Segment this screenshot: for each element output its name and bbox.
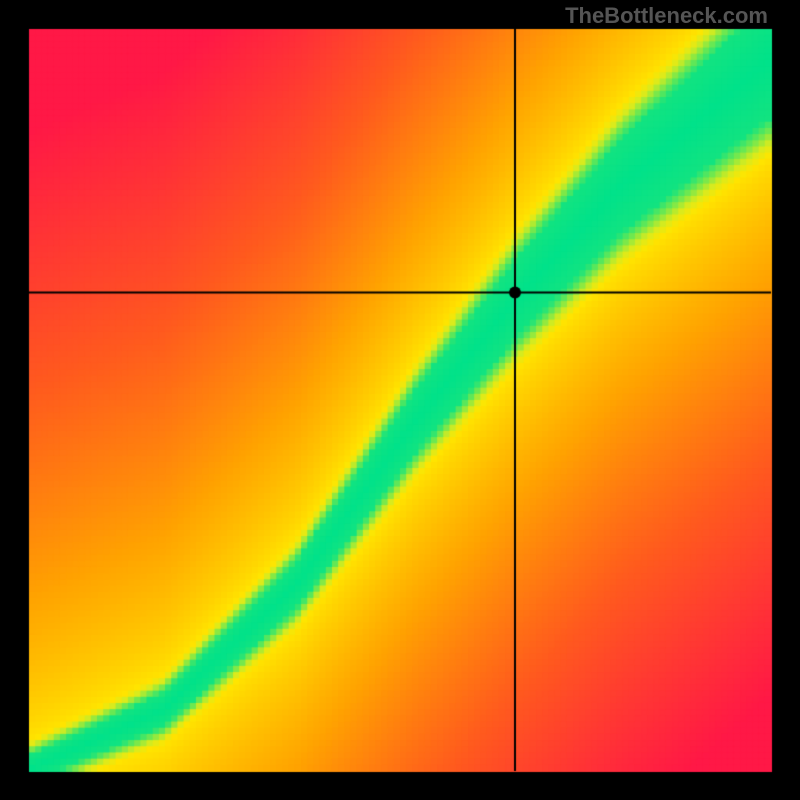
bottleneck-heatmap [0,0,800,800]
watermark-text: TheBottleneck.com [565,3,768,29]
chart-container: TheBottleneck.com [0,0,800,800]
